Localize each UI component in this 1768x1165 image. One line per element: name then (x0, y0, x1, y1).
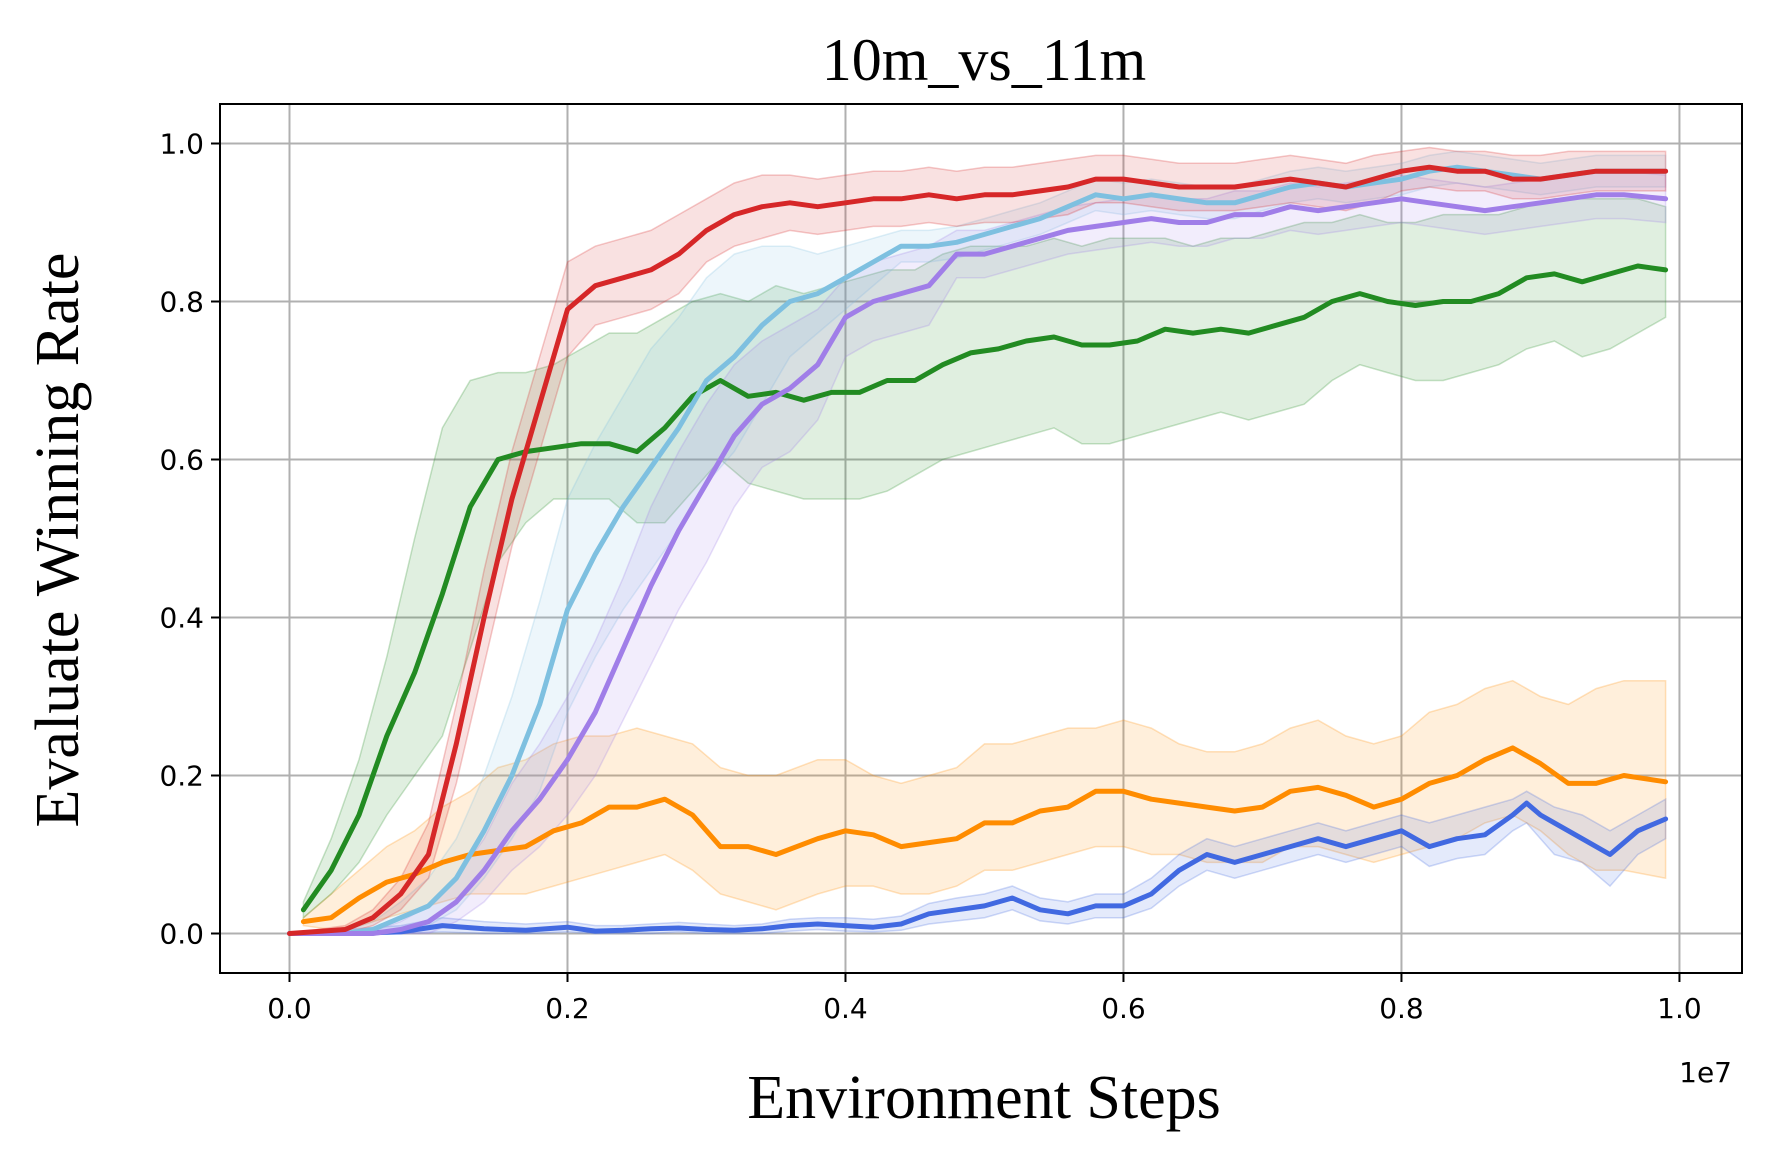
line-layer (287, 164, 1669, 936)
x-axis-label: Environment Steps (747, 1064, 1221, 1132)
band-layer (289, 146, 1667, 935)
y-tick-label: 0.8 (159, 286, 204, 319)
chart-title: 10m_vs_11m (822, 27, 1146, 93)
y-tick-label: 0.2 (159, 760, 204, 793)
y-tick-label: 1.0 (159, 128, 204, 161)
grid-layer (220, 104, 1742, 973)
series-line-blue (287, 800, 1669, 936)
plot-frame (219, 103, 1743, 974)
series-line-orange (300, 745, 1669, 925)
x-tick-label: 0.2 (545, 992, 590, 1025)
x-tick-label: 1.0 (1657, 992, 1702, 1025)
confidence-band-green (302, 198, 1667, 920)
confidence-band-orange (302, 679, 1667, 931)
y-tick-label: 0.4 (159, 602, 204, 635)
x-tick-label: 0.6 (1101, 992, 1146, 1025)
x-axis-offset-label: 1e7 (1679, 1056, 1732, 1089)
y-tick-label: 0.0 (159, 918, 204, 951)
y-tick-label: 0.6 (159, 444, 204, 477)
series-line-red (287, 164, 1669, 936)
y-axis-label: Evaluate Winning Rate (24, 253, 92, 828)
x-tick-label: 0.4 (823, 992, 868, 1025)
series-line-green (300, 263, 1669, 913)
series-line-purple (287, 192, 1669, 936)
x-tick-label: 0.8 (1379, 992, 1424, 1025)
tick-layer: 0.0 0.2 0.4 0.6 0.8 1.0 0.0 0.2 0.4 0.6 0.8 1.0 (159, 128, 1701, 1026)
x-tick-label: 0.0 (267, 992, 312, 1025)
series-line-skyblue (287, 164, 1669, 936)
